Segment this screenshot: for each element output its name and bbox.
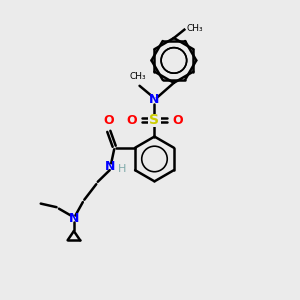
Text: N: N [104,160,115,173]
Bar [148,114,161,127]
Text: O: O [172,114,183,127]
Text: CH₃: CH₃ [186,24,203,33]
Text: S: S [149,113,160,127]
Text: N: N [149,93,160,106]
Text: H: H [118,164,126,174]
Text: O: O [126,114,136,127]
Text: N: N [69,212,79,225]
Text: CH₃: CH₃ [130,72,146,81]
Text: O: O [103,114,113,127]
